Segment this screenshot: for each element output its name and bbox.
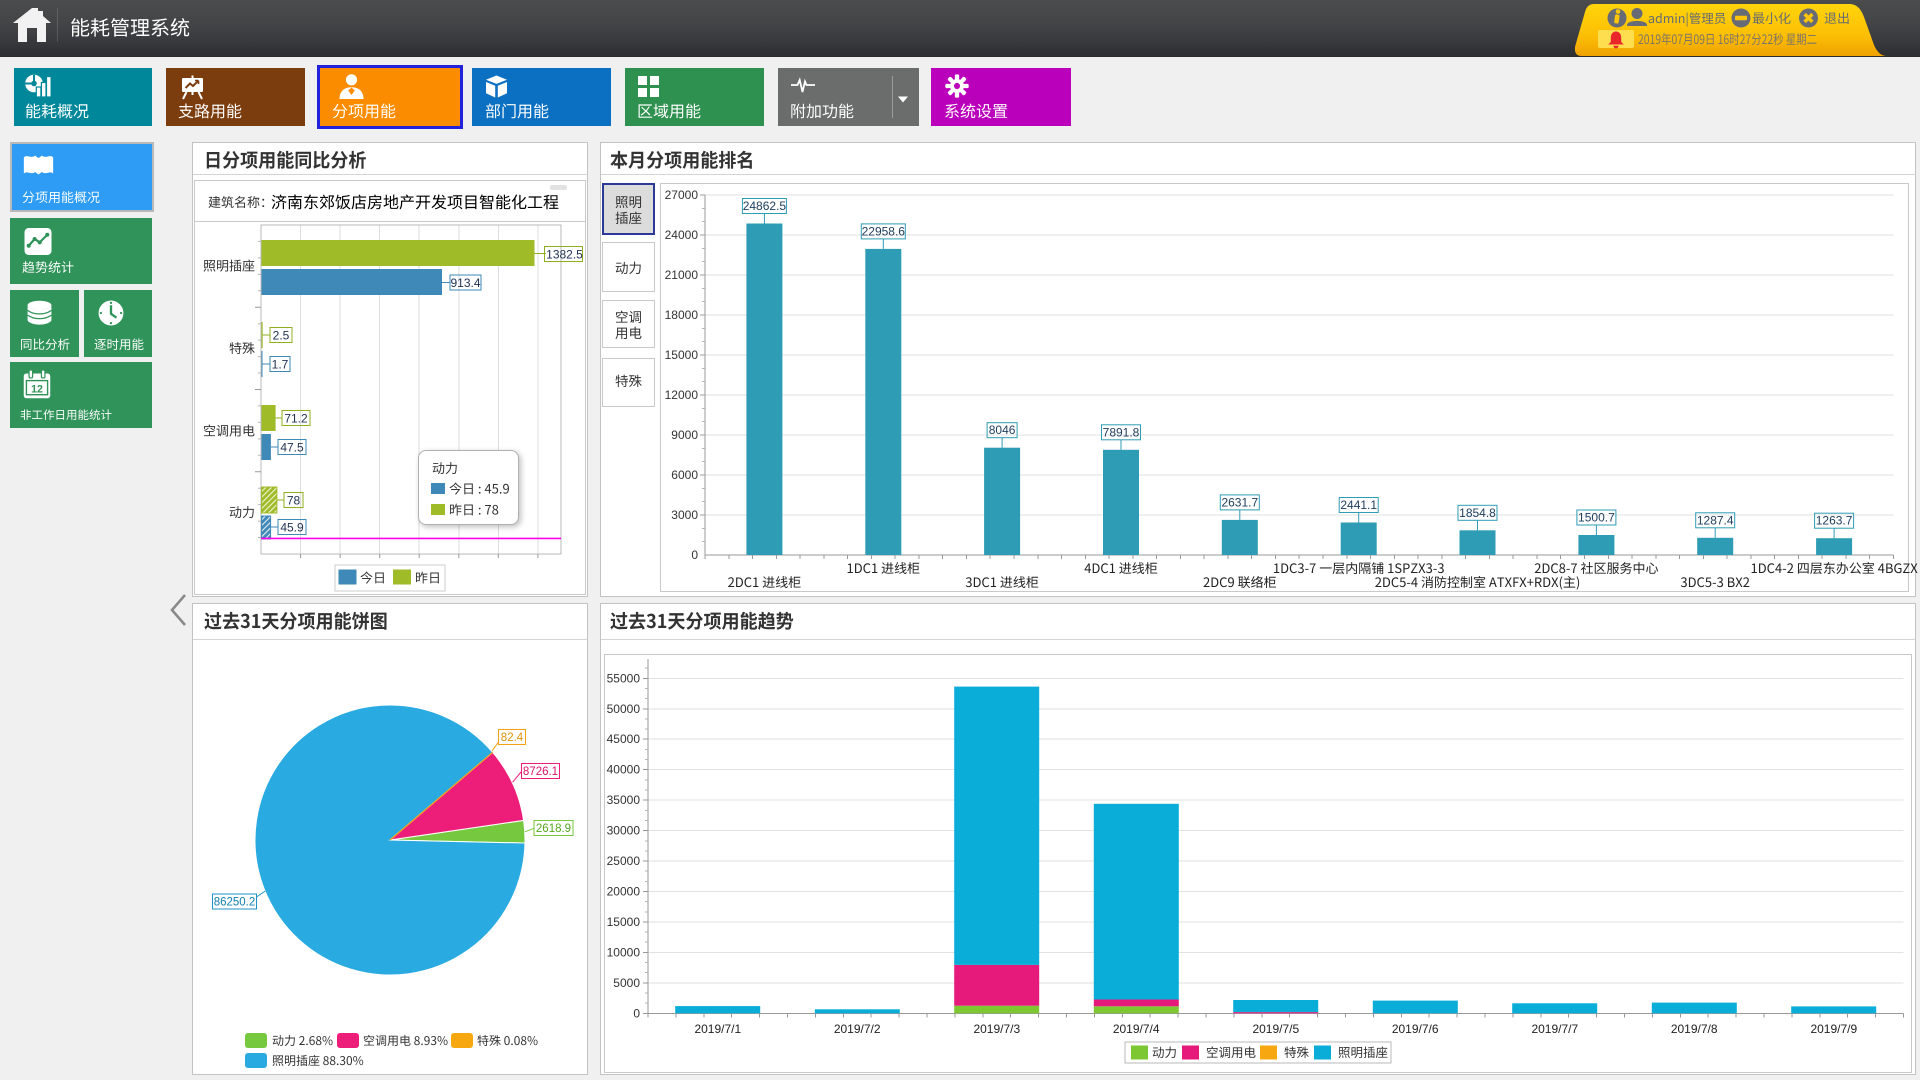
- svg-text:12: 12: [31, 384, 43, 396]
